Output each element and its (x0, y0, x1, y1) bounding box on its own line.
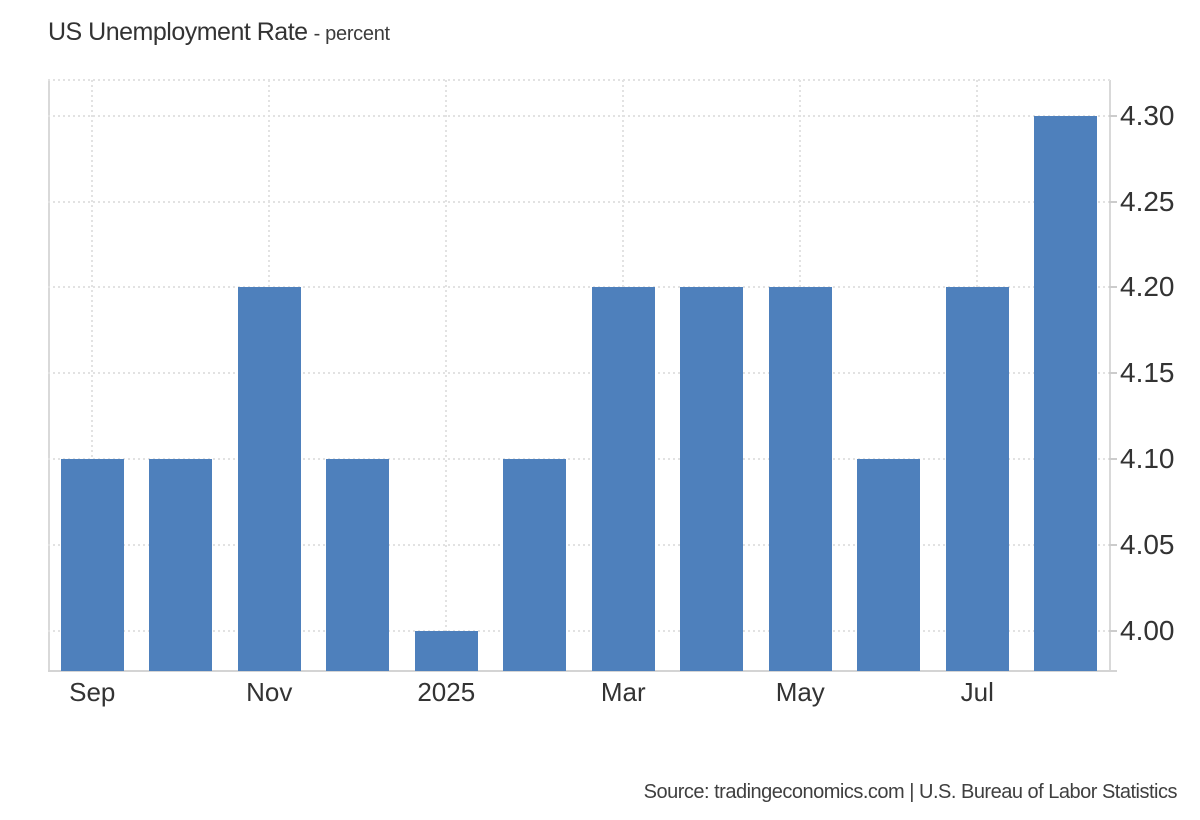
source-attribution: Source: tradingeconomics.com | U.S. Bure… (643, 781, 1178, 803)
chart-title: US Unemployment Rate - percent (48, 18, 390, 47)
bar[interactable] (414, 630, 478, 671)
grid-line-h (48, 458, 1110, 461)
y-axis-label: 4.00 (1120, 614, 1175, 646)
x-axis-label: 2025 (417, 677, 476, 707)
grid-line-h (48, 286, 1110, 289)
grid-line-h (48, 372, 1110, 375)
bar[interactable] (503, 459, 567, 671)
x-axis-label: May (775, 677, 825, 707)
chart-subtitle: - percent (313, 23, 391, 45)
y-axis-label: 4.10 (1120, 443, 1175, 475)
y-axis-label: 4.05 (1120, 528, 1175, 560)
bar[interactable] (680, 287, 744, 671)
bar[interactable] (237, 287, 301, 671)
bar[interactable] (1034, 115, 1098, 671)
y-axis-tick (1109, 458, 1117, 461)
bar[interactable] (326, 459, 390, 671)
x-axis-label: Jul (960, 677, 994, 707)
chart-title-text: US Unemployment Rate (48, 18, 308, 46)
grid-line-h (48, 200, 1110, 203)
x-axis-line (48, 670, 1117, 672)
x-axis-label: Sep (69, 677, 116, 707)
bar[interactable] (591, 287, 655, 671)
x-axis-label: Nov (246, 677, 293, 707)
y-axis-label: 4.20 (1120, 271, 1175, 303)
grid-line-v (91, 80, 94, 671)
bar[interactable] (60, 459, 124, 671)
plot-border-right (1109, 80, 1111, 671)
y-axis-label: 4.15 (1120, 357, 1175, 389)
bar[interactable] (768, 287, 832, 671)
y-axis-tick (1109, 629, 1117, 632)
bar[interactable] (945, 287, 1009, 671)
plot-border-left (48, 80, 50, 671)
plot-border-top (48, 79, 1110, 81)
grid-line-h (48, 114, 1110, 117)
y-axis-tick (1109, 286, 1117, 289)
y-axis-label: 4.30 (1120, 99, 1175, 131)
grid-line-h (48, 543, 1110, 546)
y-axis-tick (1109, 543, 1117, 546)
y-axis-tick (1109, 200, 1117, 203)
grid-line-v (445, 80, 448, 671)
y-axis-label: 4.25 (1120, 185, 1175, 217)
x-axis-label: Mar (600, 677, 646, 707)
grid-line-h (48, 629, 1110, 632)
bar[interactable] (857, 459, 921, 671)
y-axis-tick (1109, 372, 1117, 375)
bar[interactable] (149, 459, 213, 671)
y-axis-tick (1109, 114, 1117, 117)
